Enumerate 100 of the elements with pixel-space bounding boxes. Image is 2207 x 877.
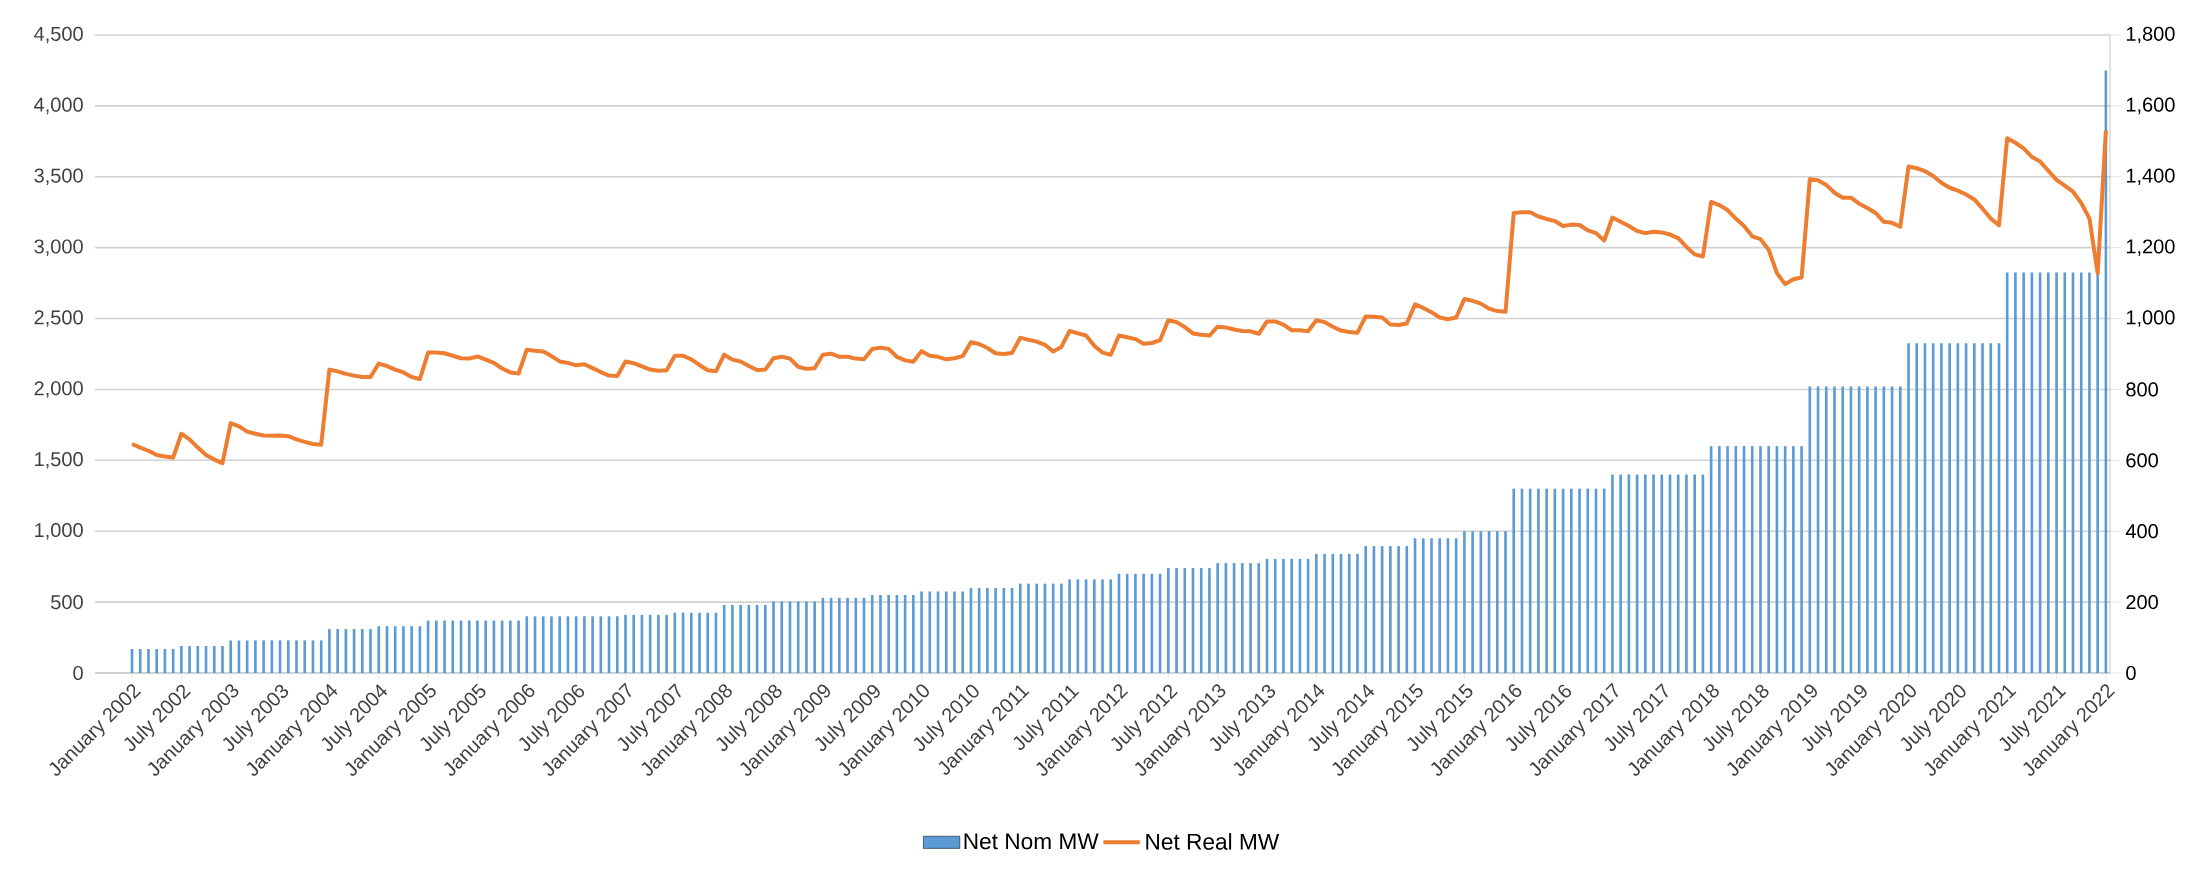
y-tick-label: 2,500 [34,310,83,327]
bar [1356,553,1359,673]
bar [1824,386,1828,673]
bar [1438,538,1442,673]
bar [2014,272,2017,673]
bar [1808,386,1812,673]
bar [698,612,701,673]
bar [1611,474,1614,673]
bar [1002,587,1006,673]
bar [336,629,339,673]
bar [1092,579,1096,673]
bar [813,601,816,673]
bar [1726,446,1729,673]
bar [1290,558,1293,673]
y2-tick-label: 0 [2126,665,2136,681]
bar [1504,531,1507,673]
bar [1257,563,1261,673]
bar [1972,343,1976,673]
bar [2088,272,2091,673]
bar [1389,546,1392,673]
bar [377,626,381,673]
bar [953,591,956,673]
bar [155,648,159,673]
bar [1331,553,1335,673]
bar [1323,553,1326,673]
bar [1660,474,1664,673]
bar [763,604,767,673]
y-tick-label: 1,000 [35,522,83,540]
bar [147,648,150,673]
bar [1685,474,1688,673]
bar [986,587,989,673]
bar [1874,386,1877,673]
bar [369,629,372,673]
bar [1035,583,1039,673]
bar [1800,446,1803,673]
bar [1347,553,1351,673]
bar [1578,488,1581,673]
bar [402,626,405,673]
bar [509,620,512,673]
bar [1586,488,1590,673]
bar [212,646,216,673]
bar [1512,488,1516,673]
bar [1282,558,1285,673]
bar [689,612,693,673]
y-tick-label: 0 [73,665,83,681]
y-tick-label: 2,000 [34,381,83,398]
bar [1241,563,1244,673]
bar [517,620,520,673]
bar [591,616,594,673]
bar [1183,568,1187,673]
bar [1569,488,1573,673]
bar [615,616,619,673]
bar [1027,583,1030,673]
bar [1693,474,1696,673]
bar [1833,386,1836,673]
bar [796,601,800,673]
bar [1364,546,1368,673]
bar [1537,488,1540,673]
bar [558,616,562,673]
y2-tick-label: 400 [2125,524,2158,539]
y-tick-label: 3,500 [34,168,83,186]
bar [221,646,224,673]
bar [1199,568,1203,673]
bar [550,616,553,673]
bar [2047,272,2050,673]
bar [1750,446,1754,673]
bar [961,591,965,673]
bar [1841,386,1845,673]
y-tick-label: 4,500 [34,26,83,44]
bar [360,629,364,673]
bar [254,640,257,673]
legend-label: Net Nom MW [964,833,1099,850]
bar [180,646,183,673]
bar [229,640,233,673]
bar [854,597,858,673]
bar [1101,579,1104,673]
bar [870,595,874,673]
bar [1676,474,1680,673]
bar [1989,343,1993,673]
bar [467,620,471,673]
bar [1915,343,1919,673]
y-tick-label: 3,000 [34,239,83,256]
bar [525,616,529,673]
bar [583,616,586,673]
bar [657,614,660,673]
y2-tick-label: 1,200 [2126,239,2175,256]
bar [1216,563,1219,673]
bar [286,640,290,673]
bar [1734,446,1738,673]
bar [780,601,784,673]
bar [846,597,849,673]
bar [2096,272,2099,673]
bar [476,620,479,673]
bar [188,646,191,673]
bar [1471,531,1474,673]
bar [1792,446,1795,673]
bar [1981,343,1984,673]
legend-label: Net Real MW [1146,833,1280,850]
bar [262,640,265,673]
bar [410,626,413,673]
